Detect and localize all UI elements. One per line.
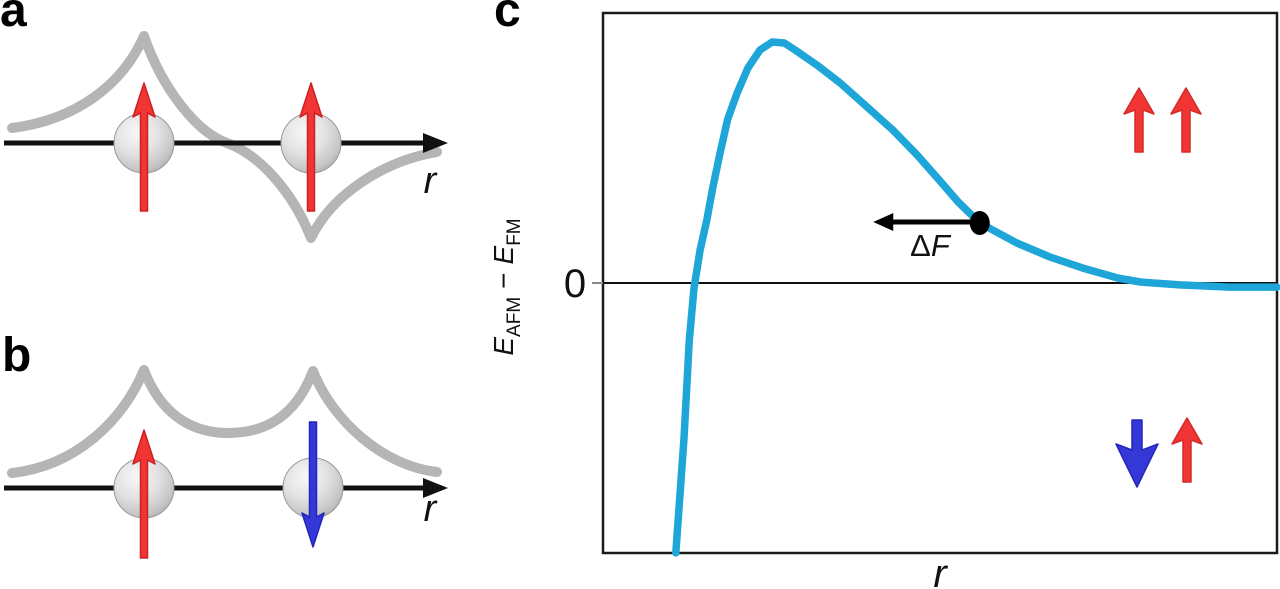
symmetric-orbital-curve bbox=[7, 365, 442, 478]
panel-a: r bbox=[4, 31, 448, 243]
x-axis-label: r bbox=[933, 552, 948, 589]
spin-up-arrow-icon bbox=[132, 429, 156, 559]
spin-down-icon bbox=[1115, 419, 1159, 488]
force-label: ΔF bbox=[910, 228, 952, 263]
spin-up-icon bbox=[1171, 417, 1203, 483]
panel-b: r bbox=[4, 365, 448, 559]
energy-curve bbox=[672, 38, 1280, 557]
fm-region-spins bbox=[1123, 87, 1202, 153]
panel-b-axis-arrowhead bbox=[423, 478, 448, 498]
panel-a-axis-arrowhead bbox=[423, 133, 448, 153]
afm-region-spins bbox=[1115, 417, 1203, 488]
panel-c: ΔF 0 EAFM−EFM r bbox=[488, 11, 1280, 589]
spin-up-icon bbox=[1123, 87, 1155, 153]
spin-up-arrow-icon bbox=[299, 82, 323, 212]
spin-down-arrow-icon bbox=[301, 421, 325, 548]
spin-up-arrow-icon bbox=[132, 82, 156, 212]
y-axis-label: EAFM−EFM bbox=[488, 218, 525, 355]
antisymmetric-orbital-curve bbox=[7, 31, 442, 243]
spin-up-icon bbox=[1170, 87, 1202, 153]
state-point-dot bbox=[969, 210, 990, 235]
panel-a-axis-label: r bbox=[424, 160, 438, 202]
panel-b-axis-label: r bbox=[424, 488, 438, 530]
force-arrow-head bbox=[873, 213, 894, 232]
panel-c-label: c bbox=[494, 0, 521, 37]
panel-b-label: b bbox=[2, 329, 32, 382]
panel-a-label: a bbox=[0, 0, 27, 37]
zero-label: 0 bbox=[564, 262, 586, 306]
